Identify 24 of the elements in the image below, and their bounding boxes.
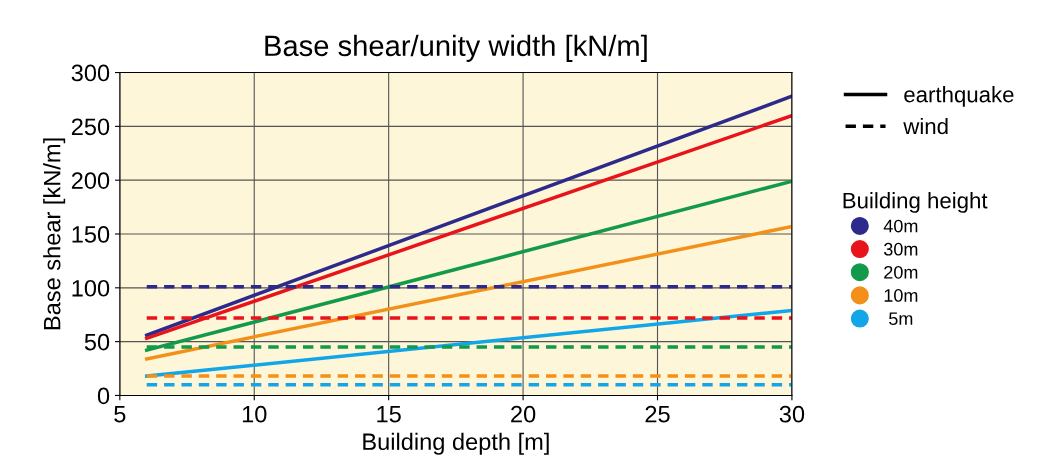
x-tick-label: 15: [377, 406, 401, 423]
chart-title: Base shear/unity width [kN/m]: [265, 34, 647, 62]
x-tick-label: 5: [114, 406, 126, 423]
legend-title: Building height: [843, 192, 988, 213]
text: wind: [903, 117, 948, 135]
text: earthquake: [904, 86, 1014, 107]
legend-label: 10m: [884, 289, 918, 302]
y-tick-label: 150: [72, 226, 110, 243]
y-tick-label: 0: [97, 387, 110, 405]
x-tick-label: 20: [511, 405, 536, 423]
legend-label: 30m: [883, 242, 918, 256]
y-tick-label: 100: [72, 279, 110, 297]
legend-label: 20m: [884, 265, 918, 279]
y-tick-label: 50: [84, 333, 110, 351]
x-tick-label: 10: [242, 405, 267, 423]
y-tick-label: 300: [71, 64, 110, 82]
y-tick-label: 250: [71, 118, 110, 136]
legend-label: 40m: [883, 219, 918, 233]
y-tick-label: 200: [71, 172, 110, 189]
legend-label: 5m: [889, 312, 913, 326]
y-axis-title: Base shear [kN/m]: [43, 138, 66, 330]
x-axis-title: Building depth [m]: [363, 432, 549, 455]
x-tick-label: 25: [645, 405, 670, 423]
x-tick-label: 30: [779, 405, 805, 423]
